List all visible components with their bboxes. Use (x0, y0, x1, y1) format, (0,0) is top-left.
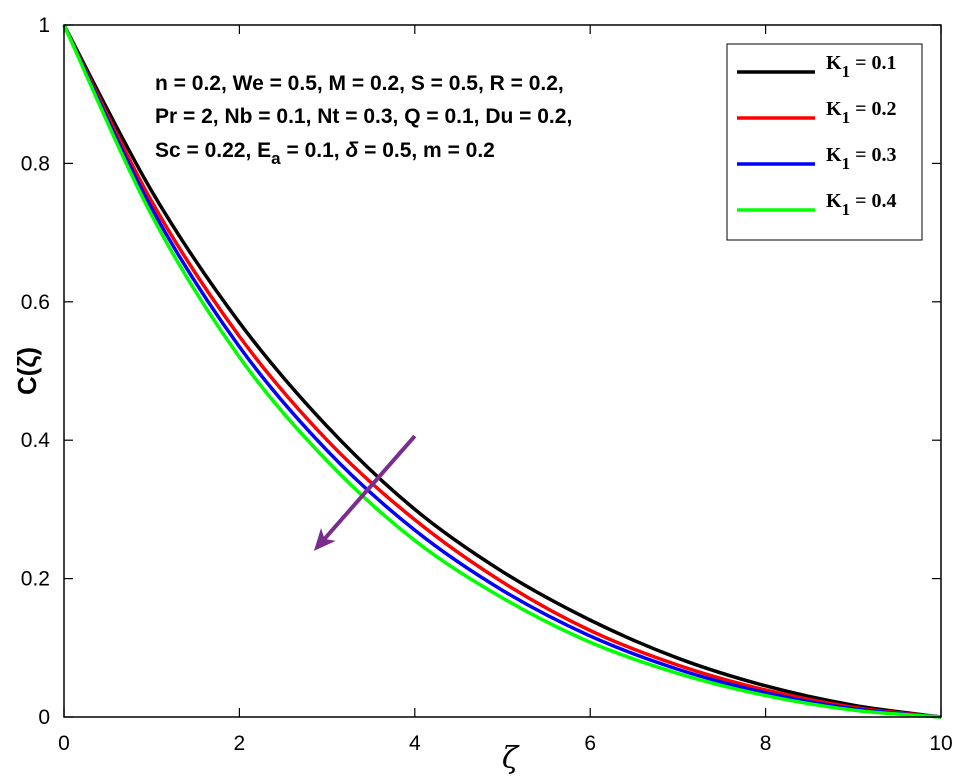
x-tick-label: 4 (409, 732, 421, 755)
series-line-4 (62, 24, 942, 719)
arrow-shaft (322, 434, 417, 541)
series-line-3 (62, 24, 942, 719)
x-axis-label: ζ (502, 741, 520, 776)
plot-frame (63, 24, 942, 718)
y-tick-label: 1 (38, 14, 50, 37)
y-axis-label: C(ζ) (12, 347, 42, 395)
legend-items: K1 = 0.1 K1 = 0.2 K1 = 0.3 K1 = 0.4 (737, 52, 896, 219)
annotation-delta: δ (345, 139, 358, 162)
annotation-sc: Sc = 0.22, E (155, 139, 271, 162)
annotation-sub-a: a (271, 149, 281, 168)
y-tick-label: 0.4 (21, 429, 51, 452)
legend: K1 = 0.1 K1 = 0.2 K1 = 0.3 K1 = 0.4 (726, 43, 923, 241)
legend-label-3: K1 = 0.3 (826, 144, 896, 173)
y-tick-label: 0 (38, 706, 50, 729)
annotation-ea-value: = 0.1, (281, 139, 346, 162)
legend-label-1: K1 = 0.1 (826, 52, 896, 81)
x-tick-label: 6 (584, 732, 596, 755)
legend-label-2: K1 = 0.2 (826, 98, 896, 127)
series-layer (62, 24, 942, 719)
annotation-rest: = 0.5, m = 0.2 (358, 139, 495, 162)
annotation-line-2: Pr = 2, Nb = 0.1, Nt = 0.3, Q = 0.1, Du … (155, 105, 572, 128)
x-tick-label: 0 (58, 732, 70, 755)
y-tick-label: 0.2 (21, 568, 50, 591)
arrow-head (313, 527, 336, 551)
series-line-2 (62, 24, 942, 719)
x-tick-label: 8 (760, 732, 772, 755)
y-tick-label: 0.8 (21, 152, 50, 175)
x-tick-label: 10 (929, 732, 952, 755)
ticks-layer: 0 2 4 6 8 10 0 0.2 0.4 0.6 0.8 1 (21, 14, 953, 755)
x-tick-label: 2 (234, 732, 246, 755)
legend-label-4: K1 = 0.4 (826, 190, 896, 219)
annotation-line-3: Sc = 0.22, Ea = 0.1, δ = 0.5, m = 0.2 (155, 139, 495, 168)
y-tick-label: 0.6 (21, 291, 50, 314)
trend-arrow (313, 434, 417, 551)
annotation-line-1: n = 0.2, We = 0.5, M = 0.2, S = 0.5, R =… (155, 72, 564, 95)
legend-box (726, 43, 923, 241)
series-line-1 (62, 24, 942, 719)
parameter-annotation: n = 0.2, We = 0.5, M = 0.2, S = 0.5, R =… (155, 72, 572, 168)
